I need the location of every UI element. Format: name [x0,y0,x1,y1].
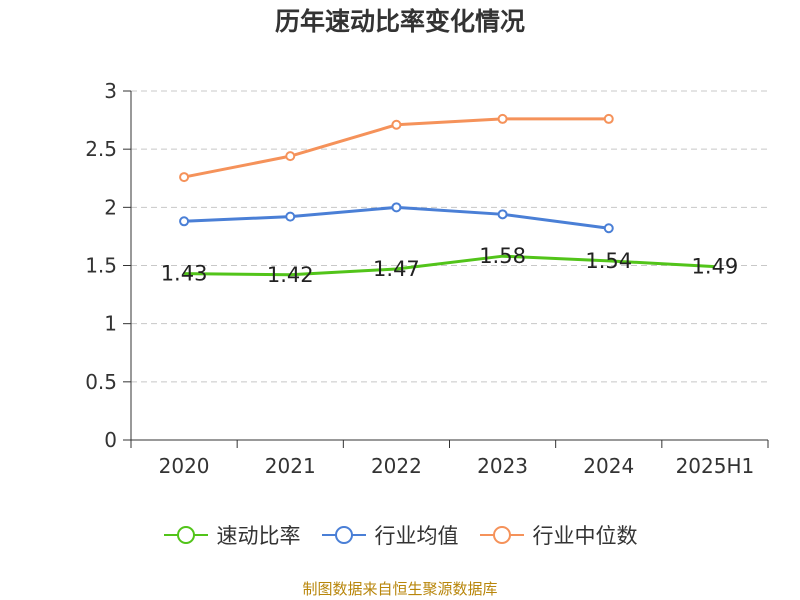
y-tick-label: 0 [104,428,117,452]
chart-title: 历年速动比率变化情况 [274,7,525,36]
data-point[interactable] [285,211,296,222]
data-source-note: 制图数据来自恒生聚源数据库 [302,580,498,598]
series-lines [179,113,715,277]
data-point[interactable] [179,172,190,183]
legend-item-industry-mean[interactable]: 行业均值 [321,520,459,550]
legend-label: 行业均值 [374,524,459,548]
data-point[interactable] [497,209,508,220]
y-tick-label: 1 [104,312,117,336]
legend-label: 速动比率 [216,524,301,548]
data-point[interactable] [391,119,402,130]
data-label: 1.43 [161,262,208,286]
x-tick-label: 2022 [371,454,422,478]
y-tick-label: 2 [104,195,117,219]
legend-line-icon [479,526,524,544]
data-label: 1.42 [267,263,314,287]
x-tick-label: 2024 [583,454,634,478]
legend: 速动比率 行业均值 行业中位数 [0,520,800,550]
data-point[interactable] [285,151,296,162]
legend-label: 行业中位数 [532,524,638,548]
data-label: 1.58 [479,244,526,268]
x-tick-label: 2020 [159,454,210,478]
x-tick-label: 2023 [477,454,528,478]
data-labels: 1.43 1.42 1.47 1.58 1.54 1.49 [161,244,739,287]
legend-item-quick-ratio[interactable]: 速动比率 [163,520,301,550]
y-tick-label: 3 [104,79,117,103]
data-point[interactable] [179,216,190,227]
x-tick-label: 2025H1 [676,454,755,478]
legend-line-icon [321,526,366,544]
grid-lines [131,90,768,383]
axes: 0 0.5 1 1.5 2 2.5 3 2020 2021 2022 2023 2024 2025H1 [85,79,769,478]
data-label: 1.49 [692,255,739,279]
data-point[interactable] [603,223,614,234]
data-point[interactable] [497,113,508,124]
x-tick-label: 2021 [265,454,316,478]
data-label: 1.54 [585,249,632,273]
data-label: 1.47 [373,257,420,281]
y-tick-label: 1.5 [85,254,117,278]
series-line-0 [184,254,715,277]
data-point[interactable] [603,113,614,124]
y-tick-label: 2.5 [85,137,117,161]
legend-item-industry-median[interactable]: 行业中位数 [479,520,638,550]
y-tick-label: 0.5 [85,370,117,394]
data-point[interactable] [391,202,402,213]
legend-line-icon [163,526,208,544]
